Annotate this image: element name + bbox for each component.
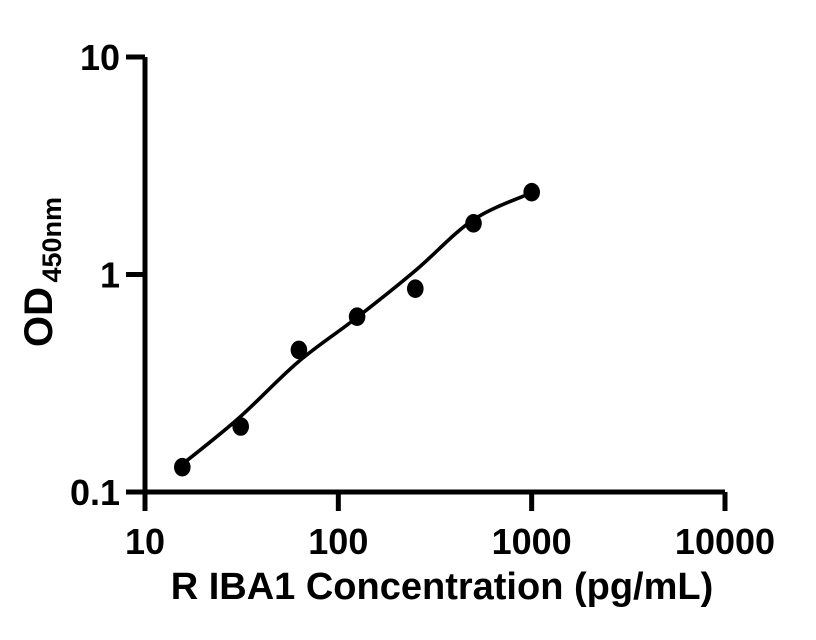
data-point-marker <box>465 214 482 233</box>
data-point-marker <box>407 279 424 299</box>
x-tick-label: 10 <box>125 521 165 562</box>
x-tick-label: 100 <box>308 521 368 562</box>
x-tick-label: 1000 <box>492 521 572 562</box>
y-axis-title: OD 450nm <box>17 197 67 347</box>
y-axis-title-main: OD <box>17 287 61 347</box>
data-point-marker <box>523 182 540 202</box>
data-point-marker <box>348 307 366 327</box>
y-tick-label: 10 <box>80 37 120 78</box>
data-point-marker <box>232 417 249 436</box>
x-axis-title: R IBA1 Concentration (pg/mL) <box>171 566 714 608</box>
data-point-marker <box>174 457 191 477</box>
y-axis-title-subscript: 450nm <box>37 197 67 283</box>
data-series <box>174 182 540 477</box>
data-point-marker <box>290 340 308 360</box>
axis-spines <box>142 57 725 495</box>
y-tick-label: 1 <box>100 255 120 296</box>
axes <box>126 54 728 511</box>
x-tick-label: 10000 <box>675 521 775 562</box>
y-tick-label: 0.1 <box>70 472 120 513</box>
